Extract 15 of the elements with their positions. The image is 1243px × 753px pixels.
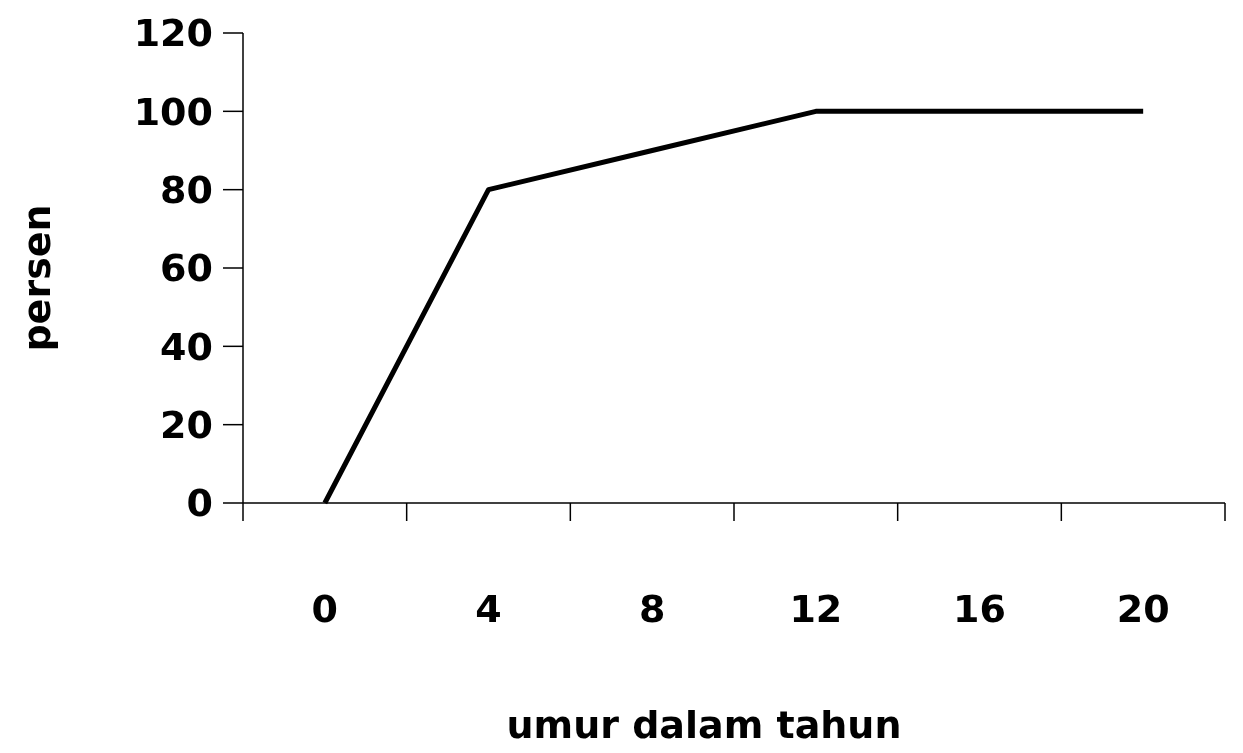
x-tick-label: 0 — [311, 587, 339, 631]
y-tick-label: 40 — [160, 324, 213, 369]
y-tick-label: 60 — [160, 246, 213, 291]
x-tick-label: 8 — [638, 587, 666, 631]
x-tick-label: 20 — [1116, 587, 1170, 631]
y-tick-label: 120 — [133, 11, 213, 56]
x-tick-label: 4 — [475, 587, 502, 631]
y-tick-label: 0 — [186, 481, 213, 526]
x-axis-title: umur dalam tahun — [506, 703, 902, 747]
y-tick-label: 20 — [160, 402, 213, 447]
y-tick-label: 100 — [133, 89, 213, 134]
x-tick-label: 16 — [953, 587, 1006, 631]
x-tick-label: 12 — [789, 587, 843, 631]
y-axis-title: persen — [15, 204, 59, 352]
y-tick-label: 80 — [160, 167, 213, 212]
